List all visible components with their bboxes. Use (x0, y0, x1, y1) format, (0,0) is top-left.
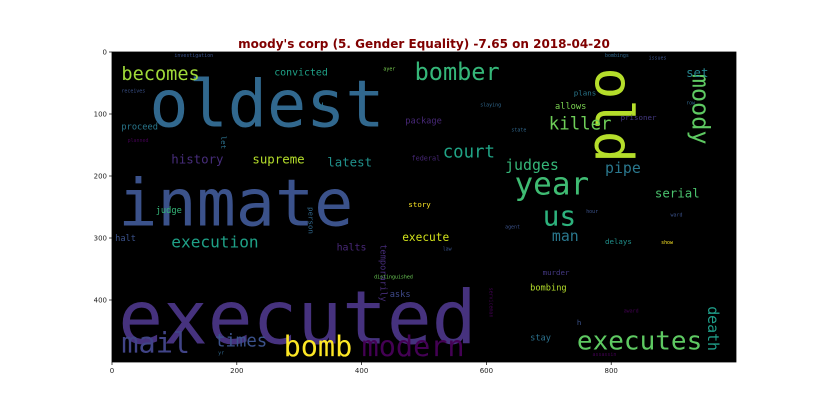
word-agent: agent (505, 225, 520, 231)
word-ward: ward (671, 212, 683, 218)
word-hour: hour (586, 209, 598, 215)
x-tick-label: 600 (480, 367, 493, 375)
word-latest: latest (327, 155, 372, 170)
word-set: set (686, 65, 708, 80)
word-planned: planned (128, 138, 149, 144)
word-show: show (661, 240, 673, 246)
x-tick-label: 0 (110, 367, 114, 375)
word-oldest: oldest (149, 67, 384, 142)
word-plans: plans (574, 88, 596, 97)
word-supreme: supreme (252, 152, 304, 167)
word-serviceman: serviceman (488, 288, 494, 318)
y-tick-label: 300 (94, 235, 107, 243)
word-distinguished: distinguished (374, 274, 413, 280)
word-h: h (577, 318, 581, 327)
word-convicted: convicted (274, 68, 328, 79)
word-halt: halt (115, 234, 136, 244)
y-tick-label: 100 (94, 111, 107, 119)
word-execute: execute (402, 231, 449, 244)
y-axis: 0 100 200 300 400 (94, 49, 112, 305)
word-modern: modern (362, 330, 465, 363)
word-year: year (515, 167, 590, 203)
word-prisoner: prisoner (621, 113, 657, 122)
word-ayer: ayer (383, 67, 395, 73)
word-judge: judge (156, 206, 182, 216)
word-man: man (552, 227, 579, 245)
word-issues: issues (649, 55, 667, 61)
word-bombings: bombings (605, 53, 629, 59)
word-serial: serial (655, 186, 700, 201)
x-tick-label: 200 (230, 367, 243, 375)
word-asks: asks (390, 290, 411, 300)
word-becomes: becomes (121, 64, 199, 85)
word-temporarily: temporarily (377, 244, 387, 301)
word-let: let (219, 136, 228, 149)
word-executes: executes (577, 327, 702, 357)
word-killer: killer (549, 115, 612, 135)
word-bomber: bomber (415, 58, 500, 86)
plot-area (112, 52, 736, 362)
word-bombing: bombing (530, 284, 567, 294)
word-layer: oldest inmate executed old bomber becomes year… (115, 53, 722, 363)
word-judges: judges (505, 156, 559, 174)
word-moody: moody (686, 74, 714, 145)
word-court: court (443, 142, 495, 162)
word-mail: mail (121, 327, 190, 360)
word-law: law (443, 246, 452, 252)
word-execution: execution (171, 232, 258, 251)
x-axis: 0 200 400 600 800 (110, 362, 618, 375)
word-u: u (318, 100, 324, 111)
word-us: us (543, 200, 577, 233)
word-receives: receives (121, 88, 145, 94)
word-delays: delays (605, 237, 632, 246)
word-award: award (624, 308, 639, 314)
word-story: story (408, 200, 431, 209)
x-tick-label: 800 (605, 367, 618, 375)
word-history: history (171, 152, 223, 167)
y-tick-label: 200 (94, 173, 107, 181)
word-assassin: assassin (593, 352, 617, 358)
chart-title: moody's corp (5. Gender Equality) -7.65 … (238, 37, 610, 51)
word-murder: murder (543, 268, 570, 277)
word-halts: halts (337, 242, 367, 253)
word-slaying: slaying (480, 103, 501, 109)
word-yr: yr (218, 351, 224, 357)
word-row: row (686, 101, 695, 107)
y-tick-label: 400 (94, 297, 107, 305)
word-investigation: investigation (174, 53, 213, 59)
word-old: old (583, 68, 644, 163)
y-tick-label: 0 (103, 49, 107, 57)
word-times: times (215, 332, 267, 352)
plot-frame (111, 51, 737, 363)
word-federal: federal (412, 155, 441, 163)
word-stay: stay (530, 333, 551, 343)
word-inmate: inmate (118, 167, 353, 242)
word-proceed: proceed (121, 123, 158, 133)
word-person: person (307, 207, 316, 234)
word-pipe: pipe (605, 159, 641, 177)
word-allows: allows (555, 102, 586, 112)
word-executed: executed (118, 274, 476, 361)
word-state: state (511, 127, 526, 133)
word-bomb: bomb (284, 330, 353, 363)
x-tick-label: 400 (355, 367, 368, 375)
word-package: package (405, 116, 442, 126)
word-death: death (704, 306, 722, 351)
